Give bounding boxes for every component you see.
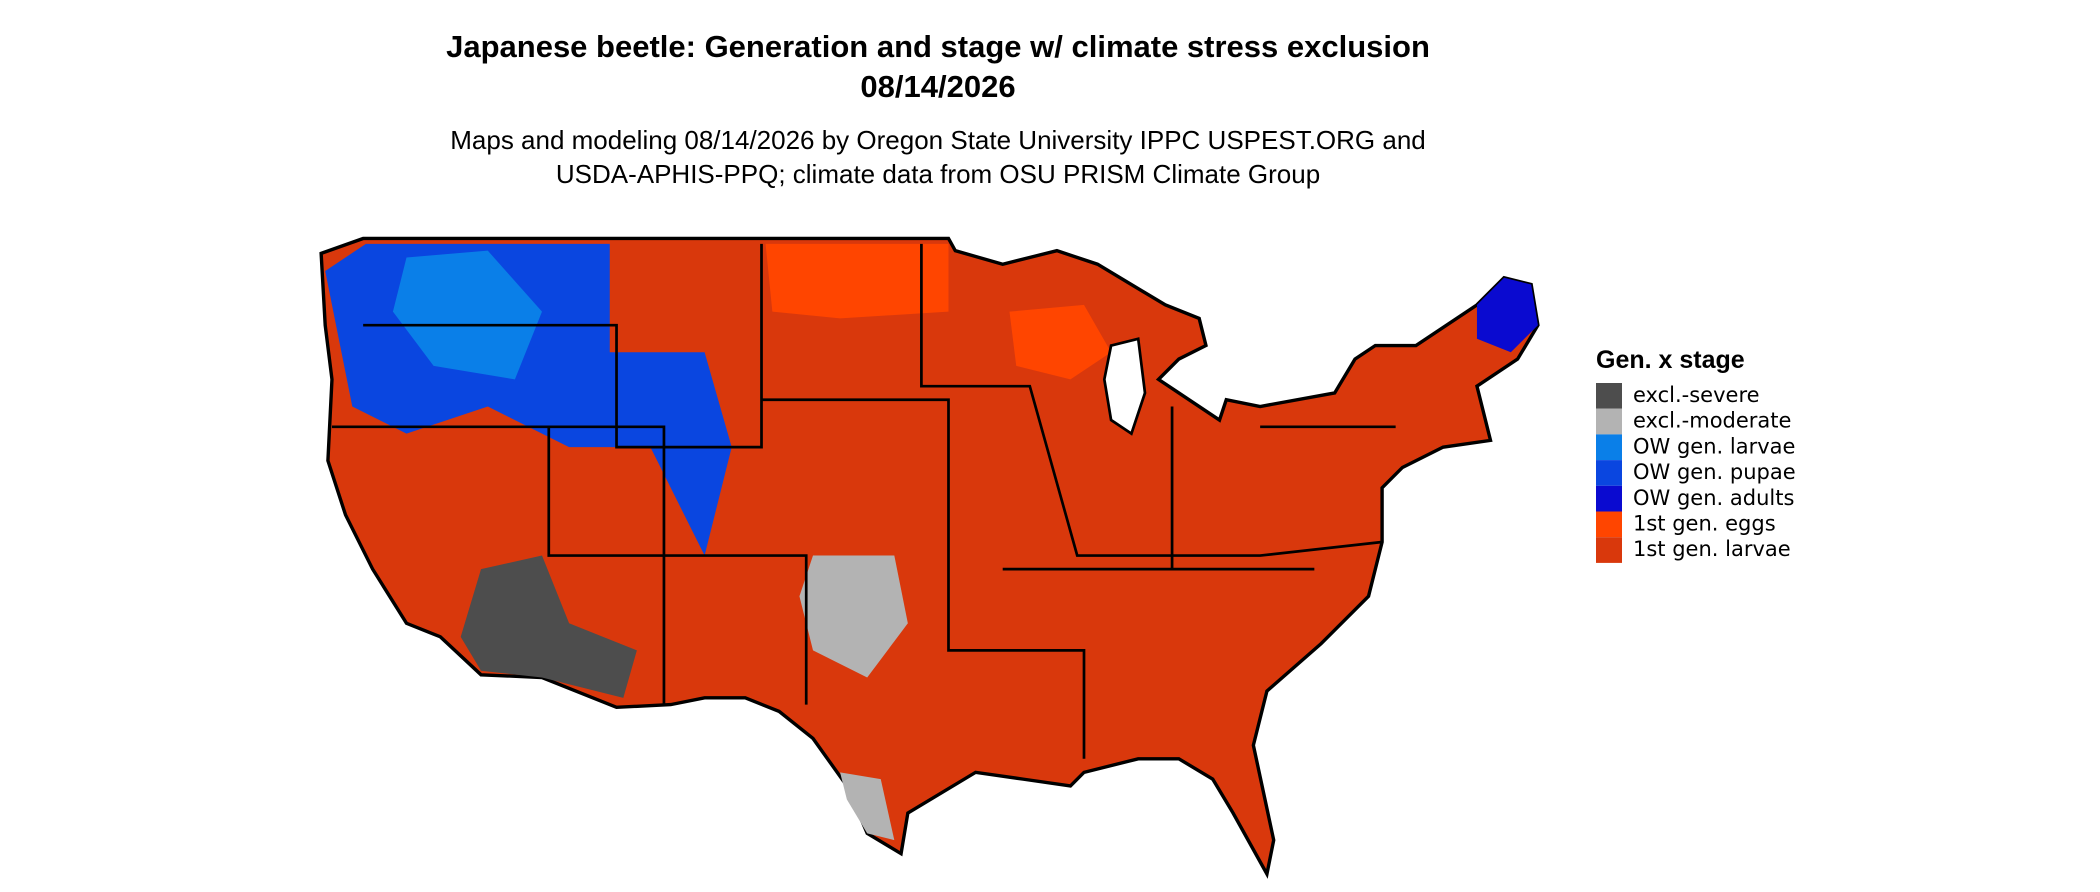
subtitle: USDA-APHIS-PPQ; climate data from OSU PR…	[556, 159, 1320, 189]
legend-label: OW gen. adults	[1633, 486, 1794, 510]
legend-swatch	[1596, 537, 1622, 563]
title: 08/14/2026	[860, 69, 1015, 104]
legend-label: 1st gen. larvae	[1633, 537, 1791, 561]
subtitle: Maps and modeling 08/14/2026 by Oregon S…	[450, 125, 1426, 155]
title: Japanese beetle: Generation and stage w/…	[446, 29, 1430, 64]
state-borders	[331, 243, 1396, 759]
map	[319, 236, 1540, 879]
legend-label: excl.-moderate	[1633, 409, 1791, 433]
legend-title: Gen. x stage	[1596, 346, 1745, 374]
ow-region	[392, 250, 542, 380]
excl-region	[460, 555, 637, 698]
legend-label: excl.-severe	[1633, 383, 1760, 407]
excl-region	[840, 772, 895, 841]
legend-label: OW gen. larvae	[1633, 434, 1795, 458]
legend-swatch	[1596, 434, 1622, 461]
legend-swatch	[1596, 511, 1622, 538]
legend-label: 1st gen. eggs	[1633, 512, 1776, 536]
excl-region	[799, 555, 908, 678]
legend-swatch	[1596, 485, 1622, 512]
legend-swatch	[1596, 460, 1622, 486]
legend-swatch	[1596, 408, 1622, 435]
legend-swatch	[1596, 383, 1622, 409]
eggs-region	[1009, 304, 1112, 380]
lake	[1102, 337, 1147, 436]
eggs-region	[765, 243, 949, 319]
ow-region	[1476, 277, 1538, 353]
legend-label: OW gen. pupae	[1633, 460, 1796, 484]
